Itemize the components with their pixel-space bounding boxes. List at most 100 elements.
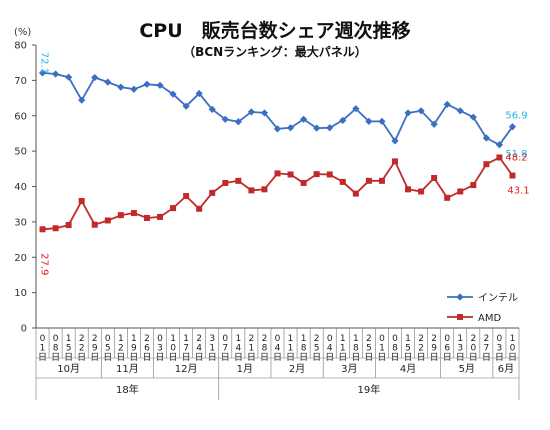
month-label: 2月 <box>289 363 305 375</box>
data-point <box>287 171 294 178</box>
data-point <box>496 154 503 161</box>
data-point <box>339 178 346 185</box>
data-label: 72.1 <box>39 52 50 74</box>
data-point <box>326 124 334 132</box>
year-label: 19年 <box>358 383 381 396</box>
month-label: 11月 <box>116 363 139 375</box>
month-label: 12月 <box>175 363 198 375</box>
month-label: 6月 <box>498 363 514 375</box>
data-point <box>52 225 59 232</box>
series-line-intel <box>42 72 514 146</box>
data-point <box>91 221 98 228</box>
data-point <box>222 179 229 186</box>
data-point <box>286 124 295 132</box>
data-point <box>365 117 373 126</box>
data-point <box>39 226 46 233</box>
y-tick-label: 40 <box>14 182 27 193</box>
y-tick-label: 60 <box>14 111 27 122</box>
data-point <box>378 117 386 126</box>
legend-marker <box>456 293 464 301</box>
chart-subtitle: （BCNランキング：最大パネル） <box>183 45 367 59</box>
data-point <box>78 96 86 104</box>
data-point <box>104 78 112 86</box>
data-point <box>457 188 464 195</box>
data-point <box>444 194 451 201</box>
data-point <box>352 105 360 113</box>
data-point <box>470 182 477 189</box>
legend-marker <box>457 314 463 320</box>
legend-label: インテル <box>478 293 518 304</box>
data-point <box>183 193 190 200</box>
data-point <box>143 80 151 88</box>
series-line-amd <box>42 156 514 231</box>
y-tick-label: 50 <box>14 147 27 158</box>
data-point <box>130 210 137 217</box>
data-point <box>378 177 385 184</box>
data-point <box>117 83 125 91</box>
data-point <box>508 123 517 131</box>
y-tick-label: 20 <box>14 253 27 264</box>
data-point <box>65 73 73 81</box>
data-point <box>182 102 190 110</box>
data-label: 56.9 <box>505 111 527 122</box>
data-point <box>352 190 359 197</box>
data-point <box>117 212 124 219</box>
data-point <box>130 85 138 93</box>
data-point <box>405 186 412 193</box>
y-axis-unit: (%) <box>14 27 32 38</box>
data-point <box>418 188 425 195</box>
month-label: 10月 <box>57 363 80 375</box>
month-label: 1月 <box>237 363 253 375</box>
data-point <box>483 161 490 168</box>
data-label: 51.8 <box>505 149 527 160</box>
y-tick-label: 70 <box>14 76 27 87</box>
data-point <box>51 70 60 78</box>
data-point <box>91 73 99 82</box>
data-point <box>300 115 308 123</box>
data-point <box>417 107 425 115</box>
data-point <box>365 177 372 184</box>
data-point <box>339 116 347 124</box>
data-point <box>509 172 516 179</box>
data-point <box>300 179 307 186</box>
data-point <box>65 222 72 229</box>
data-point <box>495 141 504 149</box>
year-label: 18年 <box>116 383 139 396</box>
data-point <box>234 118 242 126</box>
data-point <box>391 158 398 165</box>
data-point <box>313 171 320 178</box>
data-point <box>196 205 203 212</box>
month-label: 5月 <box>459 363 475 375</box>
data-label: 48.2 <box>505 152 527 163</box>
data-label: 43.1 <box>507 186 529 197</box>
data-point <box>221 115 229 123</box>
data-point <box>469 113 477 121</box>
data-point <box>404 109 412 117</box>
